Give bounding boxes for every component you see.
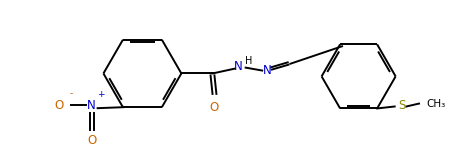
Text: N: N: [262, 64, 271, 77]
Text: H: H: [244, 56, 251, 66]
Text: O: O: [209, 101, 219, 114]
Text: N: N: [87, 99, 96, 112]
Text: +: +: [96, 90, 104, 99]
Text: N: N: [233, 60, 242, 73]
Text: O: O: [87, 135, 96, 147]
Text: O: O: [54, 99, 63, 112]
Text: CH₃: CH₃: [426, 98, 445, 109]
Text: -: -: [69, 89, 72, 98]
Text: S: S: [397, 99, 404, 112]
